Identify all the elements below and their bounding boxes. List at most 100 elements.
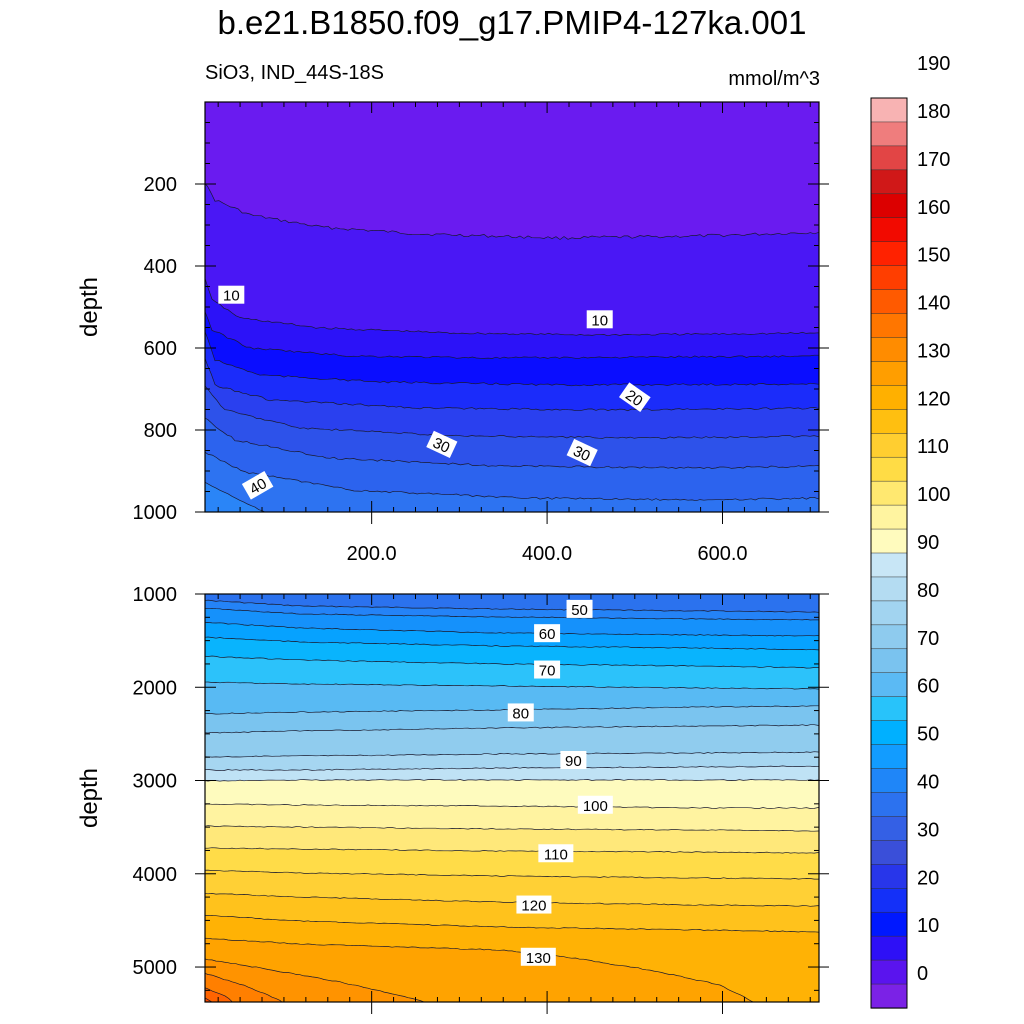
upper-y-tick-label: 800 — [144, 420, 177, 442]
contour-label-text: 40 — [247, 475, 270, 498]
contour-label-text: 100 — [583, 798, 608, 815]
lower-contour-label: 100 — [577, 795, 613, 815]
lower-contour-labels: 50 60 70 80 90 100 110 120 130 — [507, 599, 613, 967]
colorbar-label: 170 — [917, 149, 950, 171]
contour-line — [205, 724, 819, 734]
colorbar-label: 40 — [917, 772, 939, 794]
contour-line — [205, 277, 819, 337]
colorbar-label: 10 — [917, 915, 939, 937]
contour-label-text: 20 — [622, 387, 645, 410]
colorbar-swatch — [870, 480, 908, 506]
contour-line — [205, 599, 819, 613]
contour-line — [205, 310, 819, 359]
colorbar-swatch — [870, 528, 908, 554]
colorbar-swatch — [870, 888, 908, 913]
contour-label-text: 130 — [526, 950, 551, 967]
colorbar-label: 100 — [917, 484, 950, 506]
contour-band — [205, 997, 212, 1002]
contour-line — [205, 825, 819, 832]
contour-label-box — [566, 438, 598, 467]
contour-line — [205, 779, 819, 782]
colorbar-swatch — [870, 624, 908, 650]
contour-label-text: 30 — [430, 434, 452, 456]
contour-line — [205, 385, 819, 440]
colorbar-swatch — [870, 121, 908, 147]
contour-label-box — [516, 895, 552, 914]
colorbar-label: 150 — [917, 245, 950, 267]
colorbar-swatch — [870, 337, 908, 363]
contour-line — [205, 893, 819, 907]
lower-contour-label: 120 — [516, 895, 552, 915]
colorbar-swatch — [870, 959, 908, 985]
contour-line — [205, 681, 819, 690]
contour-label-box — [618, 382, 651, 413]
chart-title: b.e21.B1850.f09_g17.PMIP4-127ka.001 — [217, 4, 807, 41]
contour-label-box — [560, 750, 587, 769]
contour-label-text: 30 — [570, 443, 592, 465]
contour-label-box — [241, 471, 274, 500]
colorbar-swatch — [870, 864, 908, 889]
upper-y-tick-label: 400 — [144, 256, 177, 278]
contour-label-box — [577, 795, 613, 814]
colorbar-label: 130 — [917, 340, 950, 362]
contour-label-text: 50 — [571, 602, 588, 619]
contour-line — [205, 803, 819, 809]
colorbar-swatch — [870, 97, 908, 123]
contour-line — [205, 655, 819, 669]
lower-panel-frame — [204, 593, 820, 1003]
contour-band — [205, 452, 819, 512]
colorbar-label: 190 — [917, 53, 950, 75]
lower-contour-label: 80 — [507, 703, 534, 722]
contour-label-box — [534, 624, 561, 643]
lower-y-tick-label: 4000 — [133, 864, 178, 886]
contour-label-box — [507, 703, 534, 722]
colorbar-swatch — [870, 217, 908, 243]
contour-label-text: 10 — [223, 288, 240, 305]
lower-y-axis-label: depth — [76, 768, 103, 828]
colorbar-swatch — [870, 361, 908, 387]
colorbar-swatch — [870, 385, 908, 410]
contour-label-text: 10 — [591, 312, 608, 329]
colorbar-swatch — [870, 433, 908, 458]
upper-x-tick-label: 200.0 — [347, 543, 397, 565]
colorbar-swatch — [870, 672, 908, 698]
upper-contour-label: 20 — [618, 382, 651, 413]
upper-x-tick-label: 600.0 — [697, 543, 747, 565]
contour-line — [205, 765, 819, 771]
colorbar-swatch — [870, 816, 908, 842]
colorbar-swatch — [870, 792, 908, 818]
colorbar-label: 70 — [917, 628, 939, 650]
chart-subtitle-units: mmol/m^3 — [728, 68, 820, 90]
lower-contour-label: 90 — [560, 750, 587, 770]
lower-panel-fill — [205, 594, 819, 1002]
colorbar-swatch — [870, 696, 908, 722]
upper-y-axis-label: depth — [76, 277, 103, 337]
colorbar-swatch — [870, 576, 908, 602]
colorbar-label: 20 — [917, 867, 939, 889]
upper-contour-label: 30 — [566, 438, 598, 467]
contour-label-box — [586, 310, 613, 329]
contour-line — [205, 973, 283, 1002]
colorbar-swatch — [870, 768, 908, 794]
contour-line — [205, 914, 819, 933]
upper-y-tick-label: 1000 — [133, 502, 178, 524]
upper-y-tick-label: 600 — [144, 338, 177, 360]
contour-band — [205, 482, 265, 512]
contour-line — [205, 958, 426, 1002]
colorbar-swatch — [870, 169, 908, 195]
upper-panel-axes: 200.0 400.0 600.0 200 400 600 800 1000 depth — [76, 102, 829, 565]
colorbar-swatch — [870, 409, 908, 434]
colorbar-swatch — [870, 840, 908, 865]
colorbar-frame — [870, 97, 908, 1009]
contour-line — [205, 183, 819, 240]
colorbar-swatch — [870, 720, 908, 746]
colorbar-label: 30 — [917, 819, 939, 841]
contour-band — [205, 418, 819, 512]
colorbar-label: 60 — [917, 676, 939, 698]
contour-band — [205, 958, 425, 1002]
upper-y-tick-label: 200 — [144, 174, 177, 196]
upper-contour-labels: 10 10 20 30 30 40 — [218, 285, 651, 500]
contour-line — [205, 417, 819, 469]
lower-y-tick-label: 2000 — [133, 677, 178, 699]
contour-label-box — [534, 660, 561, 679]
